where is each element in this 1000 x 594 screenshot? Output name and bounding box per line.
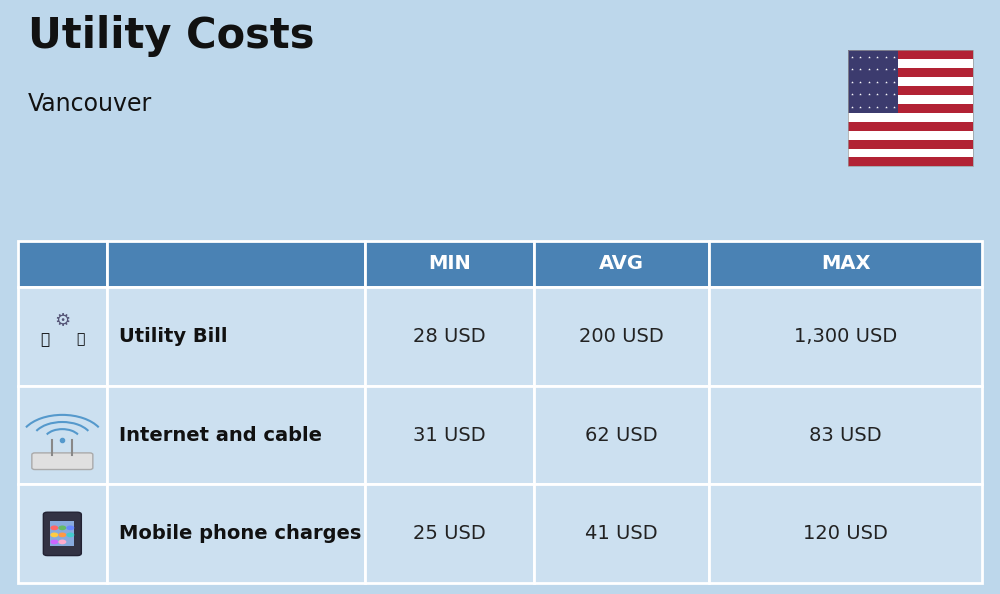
FancyBboxPatch shape [848,68,973,77]
FancyBboxPatch shape [848,113,973,122]
Circle shape [58,526,66,530]
FancyBboxPatch shape [107,241,365,287]
Text: Mobile phone charges: Mobile phone charges [119,525,361,544]
Circle shape [66,532,74,537]
FancyBboxPatch shape [709,485,982,583]
FancyBboxPatch shape [43,512,81,555]
Text: ⚙: ⚙ [54,312,70,330]
FancyBboxPatch shape [848,50,973,59]
Text: MAX: MAX [821,254,870,273]
Text: 1,300 USD: 1,300 USD [794,327,897,346]
Text: 62 USD: 62 USD [585,425,658,444]
FancyBboxPatch shape [709,287,982,386]
Text: 🔌: 🔌 [40,331,49,347]
Text: AVG: AVG [599,254,644,273]
FancyBboxPatch shape [18,287,107,386]
FancyBboxPatch shape [107,287,365,386]
FancyBboxPatch shape [18,241,107,287]
FancyBboxPatch shape [848,59,973,68]
Text: 💧: 💧 [76,332,85,346]
FancyBboxPatch shape [709,386,982,485]
Text: 31 USD: 31 USD [413,425,486,444]
FancyBboxPatch shape [18,485,107,583]
Circle shape [58,539,66,544]
FancyBboxPatch shape [32,453,93,469]
Text: Utility Bill: Utility Bill [119,327,227,346]
FancyBboxPatch shape [848,77,973,86]
FancyBboxPatch shape [848,131,973,140]
FancyBboxPatch shape [534,485,709,583]
Circle shape [66,526,74,530]
FancyBboxPatch shape [365,485,534,583]
FancyBboxPatch shape [848,157,973,166]
Text: 120 USD: 120 USD [803,525,888,544]
Text: Vancouver: Vancouver [28,92,152,116]
FancyBboxPatch shape [107,485,365,583]
Text: 41 USD: 41 USD [585,525,658,544]
FancyBboxPatch shape [848,104,973,113]
FancyBboxPatch shape [848,86,973,95]
FancyBboxPatch shape [365,386,534,485]
Text: 200 USD: 200 USD [579,327,664,346]
FancyBboxPatch shape [365,241,534,287]
FancyBboxPatch shape [848,140,973,148]
Circle shape [50,526,58,530]
FancyBboxPatch shape [848,148,973,157]
Circle shape [50,532,58,537]
FancyBboxPatch shape [18,386,107,485]
Text: 83 USD: 83 USD [809,425,882,444]
FancyBboxPatch shape [534,386,709,485]
FancyBboxPatch shape [107,386,365,485]
FancyBboxPatch shape [534,241,709,287]
FancyBboxPatch shape [709,241,982,287]
FancyBboxPatch shape [534,287,709,386]
Circle shape [58,532,66,537]
Text: Internet and cable: Internet and cable [119,425,322,444]
FancyBboxPatch shape [848,95,973,104]
FancyBboxPatch shape [848,50,898,113]
FancyBboxPatch shape [365,287,534,386]
Text: 28 USD: 28 USD [413,327,486,346]
FancyBboxPatch shape [848,122,973,131]
Text: 25 USD: 25 USD [413,525,486,544]
FancyBboxPatch shape [50,520,74,546]
Text: Utility Costs: Utility Costs [28,15,314,57]
Circle shape [50,539,58,544]
Text: MIN: MIN [428,254,471,273]
